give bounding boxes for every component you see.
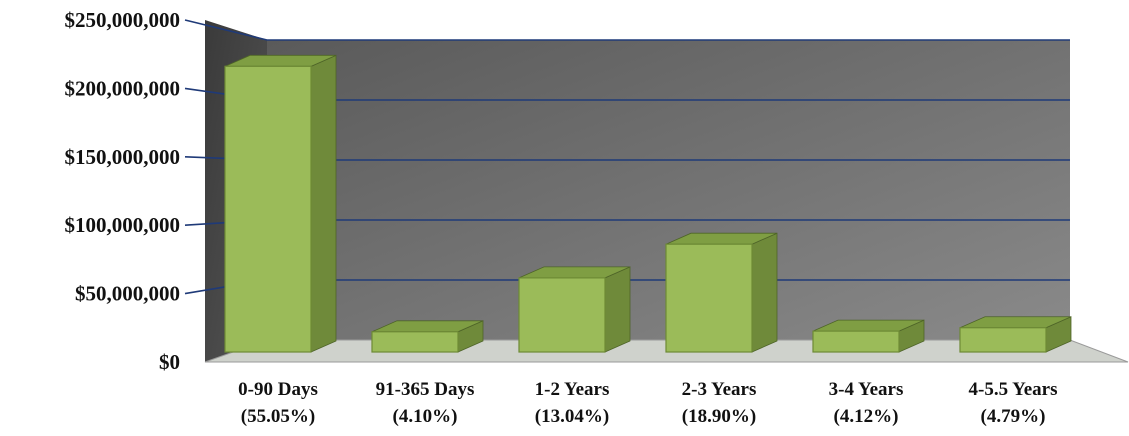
x-category-percent: (13.04%) [535,406,609,427]
y-tick-label: $50,000,000 [75,282,180,306]
x-category-label: 3-4 Years [829,379,904,400]
x-category-percent: (4.12%) [834,406,899,427]
bar-front [665,243,753,353]
bar [665,232,778,353]
x-axis-labels: 0-90 Days (55.05%) 91-365 Days (4.10%) 1-2 Y… [238,379,1057,427]
y-tick-label: $150,000,000 [65,145,181,169]
y-tick-label: $100,000,000 [65,213,181,237]
y-tick-label: $0 [159,350,180,374]
x-category-label: 2-3 Years [682,379,757,400]
bar-side [604,266,631,353]
x-category-percent: (4.10%) [393,406,458,427]
bar-front [224,65,312,353]
bar-front [959,327,1047,353]
bar-side [751,232,778,353]
bars [224,54,1072,353]
x-category-label: 1-2 Years [535,379,610,400]
chart-back-wall [267,40,1070,340]
bar-front [812,330,900,353]
x-category-percent: (55.05%) [241,406,315,427]
x-category-label: 0-90 Days [238,379,318,400]
bar-front [518,277,606,353]
bar [959,316,1072,353]
bar [371,320,484,353]
x-category-percent: (4.79%) [981,406,1046,427]
x-category-label: 4-5.5 Years [969,379,1058,400]
y-axis-ticks: $0 $50,000,000 $100,000,000 $150,000,000 $20… [65,8,181,374]
bar-side [310,54,337,353]
bar [224,54,337,353]
bar-front [371,331,459,353]
x-category-percent: (18.90%) [682,406,756,427]
y-tick-label: $250,000,000 [65,8,181,32]
bar [518,266,631,353]
y-tick-label: $200,000,000 [65,76,181,100]
bar [812,319,925,353]
gridline [184,19,1070,41]
x-category-label: 91-365 Days [376,379,475,400]
